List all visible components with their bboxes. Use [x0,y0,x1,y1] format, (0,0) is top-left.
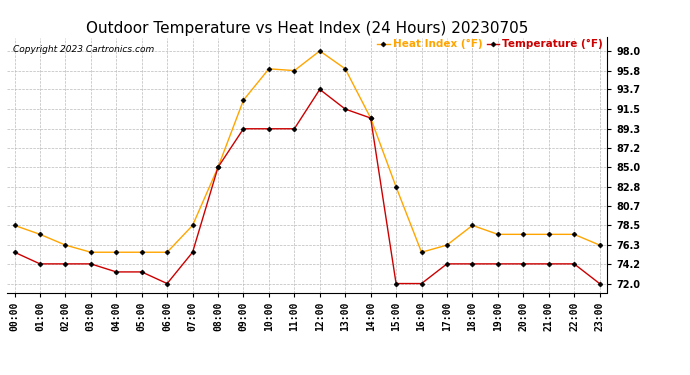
Temperature (°F) [36,262,44,266]
Heat Index (°F) [188,223,197,228]
Temperature (°F) [239,126,248,131]
Temperature (°F) [595,281,604,286]
Temperature (°F) [265,126,273,131]
Heat Index (°F) [392,184,400,189]
Heat Index (°F) [315,49,324,53]
Temperature (°F) [544,262,553,266]
Heat Index (°F) [265,67,273,71]
Heat Index (°F) [10,223,19,228]
Heat Index (°F) [290,68,299,73]
Heat Index (°F) [112,250,121,255]
Temperature (°F) [392,281,400,286]
Heat Index (°F) [87,250,95,255]
Temperature (°F) [290,126,299,131]
Title: Outdoor Temperature vs Heat Index (24 Hours) 20230705: Outdoor Temperature vs Heat Index (24 Ho… [86,21,529,36]
Temperature (°F) [10,250,19,255]
Line: Heat Index (°F): Heat Index (°F) [13,49,601,254]
Temperature (°F) [417,281,426,286]
Temperature (°F) [469,262,477,266]
Temperature (°F) [493,262,502,266]
Heat Index (°F) [417,250,426,255]
Heat Index (°F) [61,243,70,248]
Heat Index (°F) [443,243,451,248]
Temperature (°F) [570,262,578,266]
Temperature (°F) [87,262,95,266]
Heat Index (°F) [519,232,527,237]
Temperature (°F) [112,270,121,274]
Temperature (°F) [519,262,527,266]
Text: Copyright 2023 Cartronics.com: Copyright 2023 Cartronics.com [13,45,154,54]
Heat Index (°F) [570,232,578,237]
Heat Index (°F) [137,250,146,255]
Temperature (°F) [137,270,146,274]
Line: Temperature (°F): Temperature (°F) [13,88,601,285]
Heat Index (°F) [493,232,502,237]
Temperature (°F) [366,116,375,120]
Heat Index (°F) [469,223,477,228]
Heat Index (°F) [36,232,44,237]
Temperature (°F) [61,262,70,266]
Heat Index (°F) [595,243,604,248]
Heat Index (°F) [544,232,553,237]
Heat Index (°F) [214,165,222,170]
Temperature (°F) [443,262,451,266]
Heat Index (°F) [163,250,171,255]
Temperature (°F) [163,281,171,286]
Heat Index (°F) [239,98,248,102]
Temperature (°F) [188,250,197,255]
Heat Index (°F) [366,116,375,120]
Temperature (°F) [341,107,349,111]
Heat Index (°F) [341,67,349,71]
Temperature (°F) [214,165,222,170]
Temperature (°F) [315,87,324,92]
Legend: Heat Index (°F), Temperature (°F): Heat Index (°F), Temperature (°F) [373,35,607,53]
